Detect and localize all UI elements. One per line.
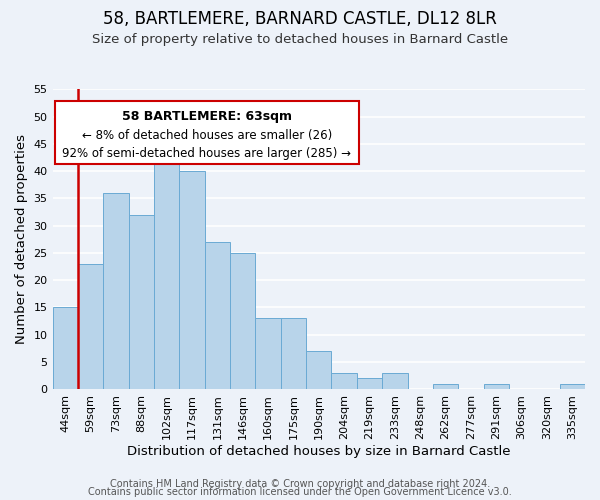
Bar bbox=[128, 214, 154, 389]
X-axis label: Distribution of detached houses by size in Barnard Castle: Distribution of detached houses by size … bbox=[127, 444, 511, 458]
Bar bbox=[179, 171, 205, 389]
Bar bbox=[306, 351, 331, 389]
Bar bbox=[433, 384, 458, 389]
Bar bbox=[357, 378, 382, 389]
Text: 58, BARTLEMERE, BARNARD CASTLE, DL12 8LR: 58, BARTLEMERE, BARNARD CASTLE, DL12 8LR bbox=[103, 10, 497, 28]
Bar bbox=[331, 372, 357, 389]
Text: Size of property relative to detached houses in Barnard Castle: Size of property relative to detached ho… bbox=[92, 32, 508, 46]
Text: 92% of semi-detached houses are larger (285) →: 92% of semi-detached houses are larger (… bbox=[62, 148, 352, 160]
Bar bbox=[281, 318, 306, 389]
Bar bbox=[230, 253, 256, 389]
FancyBboxPatch shape bbox=[55, 102, 359, 164]
Bar bbox=[78, 264, 103, 389]
Bar bbox=[560, 384, 585, 389]
Bar bbox=[154, 150, 179, 389]
Bar bbox=[53, 308, 78, 389]
Text: 58 BARTLEMERE: 63sqm: 58 BARTLEMERE: 63sqm bbox=[122, 110, 292, 124]
Bar bbox=[103, 193, 128, 389]
Y-axis label: Number of detached properties: Number of detached properties bbox=[15, 134, 28, 344]
Text: ← 8% of detached houses are smaller (26): ← 8% of detached houses are smaller (26) bbox=[82, 129, 332, 142]
Bar bbox=[484, 384, 509, 389]
Text: Contains HM Land Registry data © Crown copyright and database right 2024.: Contains HM Land Registry data © Crown c… bbox=[110, 479, 490, 489]
Bar bbox=[382, 372, 407, 389]
Text: Contains public sector information licensed under the Open Government Licence v3: Contains public sector information licen… bbox=[88, 487, 512, 497]
Bar bbox=[256, 318, 281, 389]
Bar bbox=[205, 242, 230, 389]
